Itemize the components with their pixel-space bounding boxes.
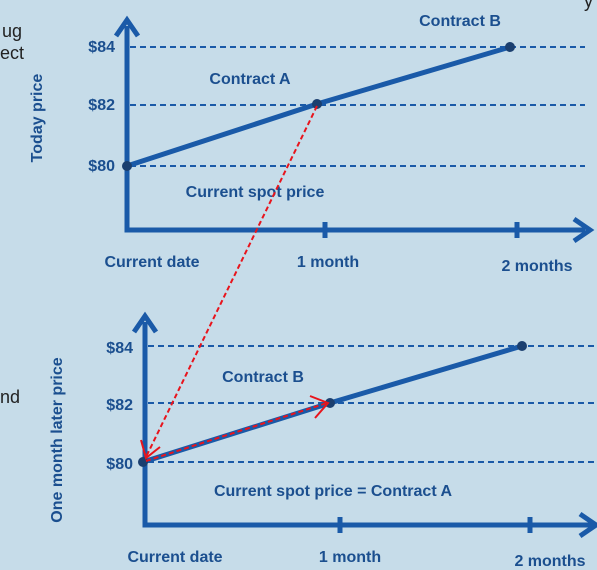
- top-chart: $84 $82 $80 Today price Contract A Contr…: [29, 13, 595, 275]
- x-tick-label: Current date: [104, 254, 199, 271]
- x-tick-label: 1 month: [297, 254, 359, 271]
- point: [517, 341, 527, 351]
- arrow: [572, 216, 595, 244]
- point: [505, 42, 515, 52]
- label: Contract B: [222, 369, 304, 386]
- label: Current spot price: [186, 184, 325, 201]
- red-arrow: [145, 105, 318, 458]
- arrow: [131, 311, 159, 334]
- x-tick-label: Current date: [127, 549, 222, 566]
- point: [325, 398, 335, 408]
- arrow: [113, 15, 141, 38]
- y-tick-label: $84: [88, 39, 115, 56]
- fragment: y: [584, 0, 593, 11]
- axes: [124, 26, 585, 233]
- label: Contract A: [209, 71, 291, 88]
- point: [122, 161, 132, 171]
- label: Contract B: [419, 13, 501, 30]
- arrow: [578, 511, 597, 539]
- y-tick-label: $84: [106, 340, 133, 357]
- axes: [142, 322, 592, 528]
- label: Current spot price = Contract A: [214, 483, 453, 500]
- y-tick-label: $82: [106, 397, 133, 414]
- y-axis-label: Today price: [29, 74, 46, 163]
- fragment: ug: [2, 21, 22, 41]
- x-tick-label: 2 months: [501, 258, 572, 275]
- x-tick-label: 2 months: [514, 553, 585, 570]
- y-tick-label: $80: [106, 456, 133, 473]
- point: [312, 99, 322, 109]
- fragment: nd: [0, 387, 20, 407]
- arrow-head: [309, 395, 330, 419]
- y-tick-label: $82: [88, 97, 115, 114]
- x-tick-label: 1 month: [319, 549, 381, 566]
- arrow-head: [140, 439, 161, 460]
- y-axis-label: One month later price: [49, 357, 66, 522]
- fragment: ect: [0, 43, 24, 63]
- y-tick-label: $80: [88, 158, 115, 175]
- bottom-chart: $84 $82 $80 One month later price Contra…: [49, 311, 597, 570]
